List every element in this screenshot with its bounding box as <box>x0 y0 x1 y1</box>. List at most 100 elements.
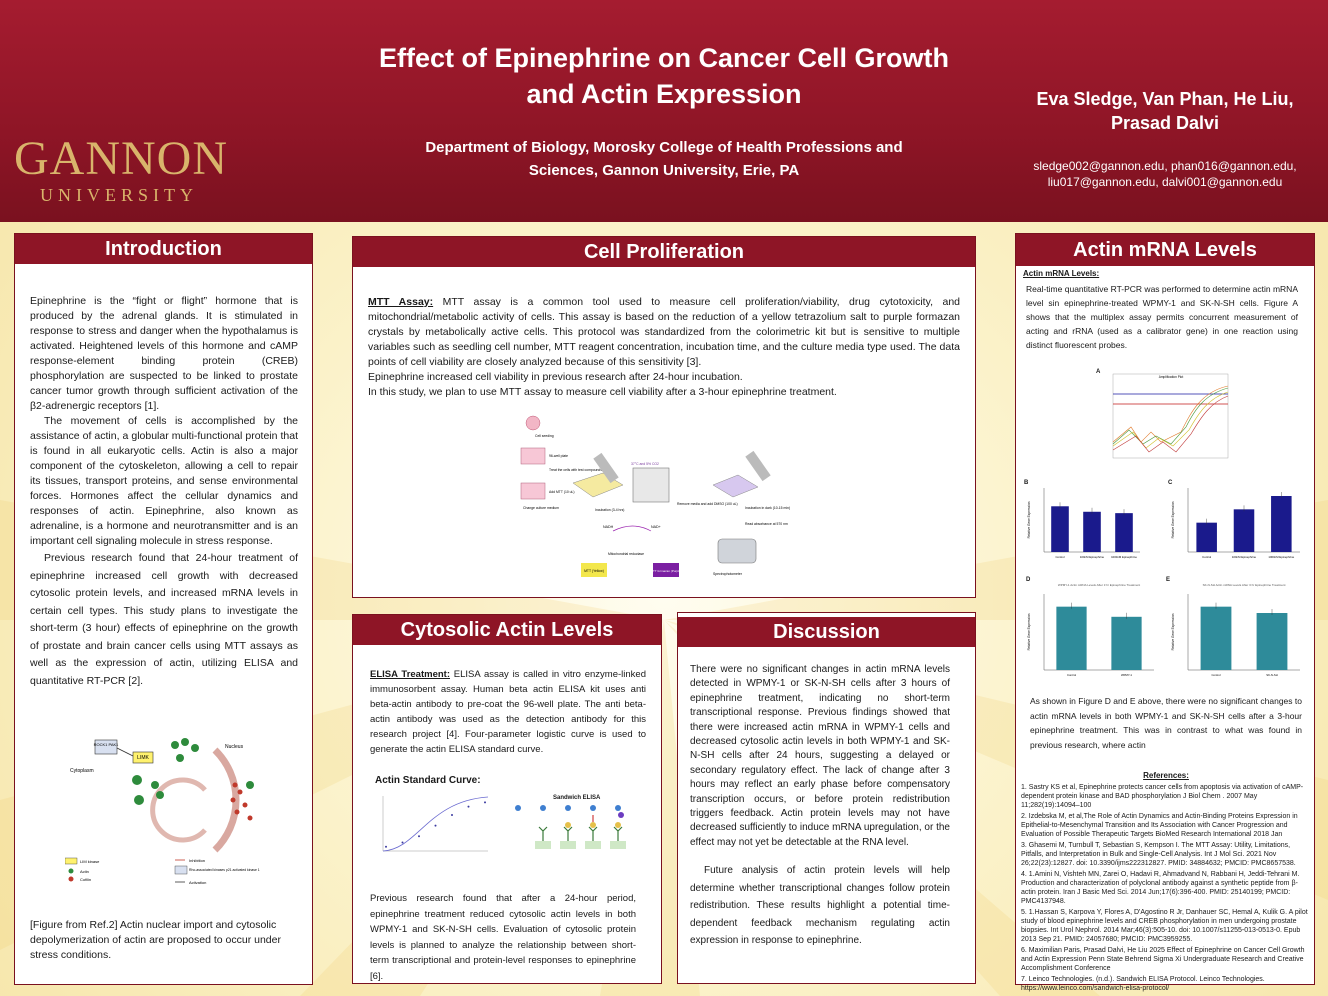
authors: Eva Sledge, Van Phan, He Liu, Prasad Dal… <box>1010 87 1320 135</box>
chart-e: SK-N-SH Actin mRNA Levels After 3 hr Epi… <box>1171 583 1300 677</box>
add-mtt-label: Add MTT (10 uL) <box>549 490 575 494</box>
tick-label: 1000nM Epinephrine <box>1111 555 1137 559</box>
legend-activation: Activation <box>189 880 206 885</box>
authors-line-2: Prasad Dalvi <box>1110 113 1220 133</box>
incubator-icon <box>632 467 670 503</box>
y-axis-label: Relative Gene Expression <box>1171 501 1175 538</box>
gannon-logo: GANNON <box>14 132 228 185</box>
bar-B-1 <box>1083 511 1101 552</box>
incubation1-label: Incubation (3-4 hrs) <box>595 508 624 512</box>
mtt-line-2: Epinephrine increased cell viability in … <box>368 371 743 383</box>
discussion-panel: Discussion There were no significant cha… <box>677 612 976 984</box>
legend-rho: Rho-associated kinases p21 activated kin… <box>189 868 260 872</box>
cell-seeding-icon <box>525 415 541 431</box>
cytosolic-heading: Cytosolic Actin Levels <box>353 615 661 645</box>
amp-frame <box>1112 373 1229 459</box>
tick-label: 100nM Epinephrine <box>1232 555 1257 559</box>
mtt-paragraph: MTT Assay: MTT assay is a common tool us… <box>368 295 960 370</box>
introduction-heading: Introduction <box>15 234 312 264</box>
std-point <box>385 845 387 848</box>
elisa-text: ELISA assay is called in vitro enzyme-li… <box>370 669 646 755</box>
legend-limk: LIM kinase <box>80 859 100 864</box>
actin-mrna-after-text: As shown in Figure D and E above, there … <box>1030 696 1302 750</box>
actin-mrna-intro: Real-time quantitative RT-PCR was perfor… <box>1026 284 1298 350</box>
cytoplasm-label: Cytoplasm <box>70 768 94 774</box>
reference-item: 1. Sastry KS et al, Epinephrine protects… <box>1021 784 1304 809</box>
std-point <box>434 824 437 827</box>
spectro-label: Spectrophotometer <box>713 572 743 576</box>
mtt-workflow-diagram: Cell seeding 96-well plate Treat the cel… <box>520 415 790 577</box>
bar-E-1 <box>1256 613 1288 670</box>
mtt-yellow-label: MTT (Yellow) <box>584 569 604 573</box>
std-point <box>401 841 404 844</box>
well-plate-1 <box>520 447 546 465</box>
incubation2-label: Incubation in dark (10-15 min) <box>745 506 790 510</box>
emails-line-1: sledge002@gannon.edu, phan016@gannon.edu… <box>1033 159 1297 173</box>
intro-paragraph-2: The movement of cells is accomplished by… <box>30 415 298 547</box>
pipette-1 <box>593 452 619 484</box>
bar-B-0 <box>1051 506 1069 552</box>
actin-mrna-heading: Actin mRNA Levels <box>1016 234 1314 266</box>
elisa-paragraph: ELISA Treatment: ELISA assay is called i… <box>370 667 646 757</box>
actin-mrna-sublabel: Actin mRNA Levels: <box>1023 269 1100 278</box>
elisa-steps <box>515 805 626 849</box>
cytosolic-after-text: Previous research found that after a 24-… <box>370 893 636 982</box>
nad-label: NAD+ <box>651 525 661 529</box>
tick-label: WPMY-1 <box>1121 673 1132 677</box>
intro-paragraph-3: Previous research found that 24-hour tre… <box>30 552 298 687</box>
mtt-purple-label: MTT formazan (Purple) <box>651 569 682 573</box>
cell-seeding-label: Cell seeding <box>535 434 554 438</box>
absorbance-label: Read absorbance at 570 nm <box>745 522 788 526</box>
tick-label: SK-N-SH <box>1266 673 1278 677</box>
cofilin-cluster <box>230 782 253 821</box>
fig-a-label: A <box>1096 369 1101 375</box>
pipette-2 <box>745 450 771 482</box>
well-plate-2 <box>520 482 546 500</box>
spectrophotometer-icon <box>717 538 757 564</box>
poster-title: Effect of Epinephrine on Cancer Cell Gro… <box>340 40 988 112</box>
chart-b: Relative Gene Expression Control 100nM Epi… <box>1027 488 1140 559</box>
legend-cofilin: Cofilin <box>80 877 91 882</box>
department: Department of Biology, Morosky College o… <box>390 136 938 182</box>
reference-item: 3. Ghasemi M, Turnbull T, Sebastian S, K… <box>1021 842 1296 867</box>
references-heading: References: <box>1143 771 1189 780</box>
incubator-label: 37°C and 5% CO2 <box>631 462 659 466</box>
bar-E-0 <box>1200 606 1232 670</box>
references: References: 1. Sastry KS et al, Epinephr… <box>1021 771 1311 995</box>
references-list: 1. Sastry KS et al, Epinephrine protects… <box>1021 783 1311 993</box>
rock-label: ROCK1 PAK1 <box>94 742 120 747</box>
plate-purple <box>712 474 759 498</box>
tick-label: Control <box>1202 555 1211 559</box>
department-line-1: Department of Biology, Morosky College o… <box>425 139 903 156</box>
mtt-label: MTT Assay: <box>368 296 434 308</box>
tick-label: 100nM Epinephrine <box>1080 555 1105 559</box>
title-line-2: and Actin Expression <box>526 79 802 109</box>
mito-label: Mitochondrial reductase <box>608 552 644 556</box>
mtt-line-3: In this study, we plan to use MTT assay … <box>368 386 837 398</box>
standard-curve-title: Actin Standard Curve: <box>375 775 481 786</box>
mtt-yellow-box <box>581 563 607 577</box>
amp-title: Amplification Plot <box>1159 375 1184 379</box>
y-axis-label: Relative Gene Expression <box>1171 613 1175 650</box>
std-point <box>418 835 420 838</box>
y-axis-label: Relative Gene Expression <box>1027 613 1031 650</box>
chart-c: Relative Gene Expression Control 100nM Epi… <box>1171 488 1300 559</box>
reference-item: 4. 1.Amini N, Vishteh MN, Zarei O, Hadav… <box>1021 871 1300 905</box>
nuclear-pore <box>150 777 207 843</box>
bar-D-0 <box>1056 606 1087 670</box>
standard-curve-chart <box>382 796 489 852</box>
bar-D-1 <box>1111 616 1142 670</box>
reference-item: 5. 1.Hassan S, Karpova Y, Flores A, D'Ag… <box>1021 909 1308 943</box>
fig-c-label: C <box>1168 480 1173 486</box>
intro-paragraph-1: Epinephrine is the “fight or flight” hor… <box>30 295 298 412</box>
nadh-label: NADH <box>603 525 614 529</box>
nadh-arrow <box>612 525 652 532</box>
gannon-logo-sub: UNIVERSITY <box>40 185 198 205</box>
intro-figure-caption: [Figure from Ref.2] Actin nuclear import… <box>30 919 281 961</box>
legend-inhibition: Inhibition <box>189 858 205 863</box>
mtt-purple-box <box>653 563 679 577</box>
reference-item: 7. Leinco Technologies. (n.d.). Sandwich… <box>1021 976 1265 992</box>
cell-proliferation-heading: Cell Proliferation <box>353 237 975 267</box>
std-point <box>484 801 486 804</box>
legend-cofilin-dot <box>68 876 74 882</box>
